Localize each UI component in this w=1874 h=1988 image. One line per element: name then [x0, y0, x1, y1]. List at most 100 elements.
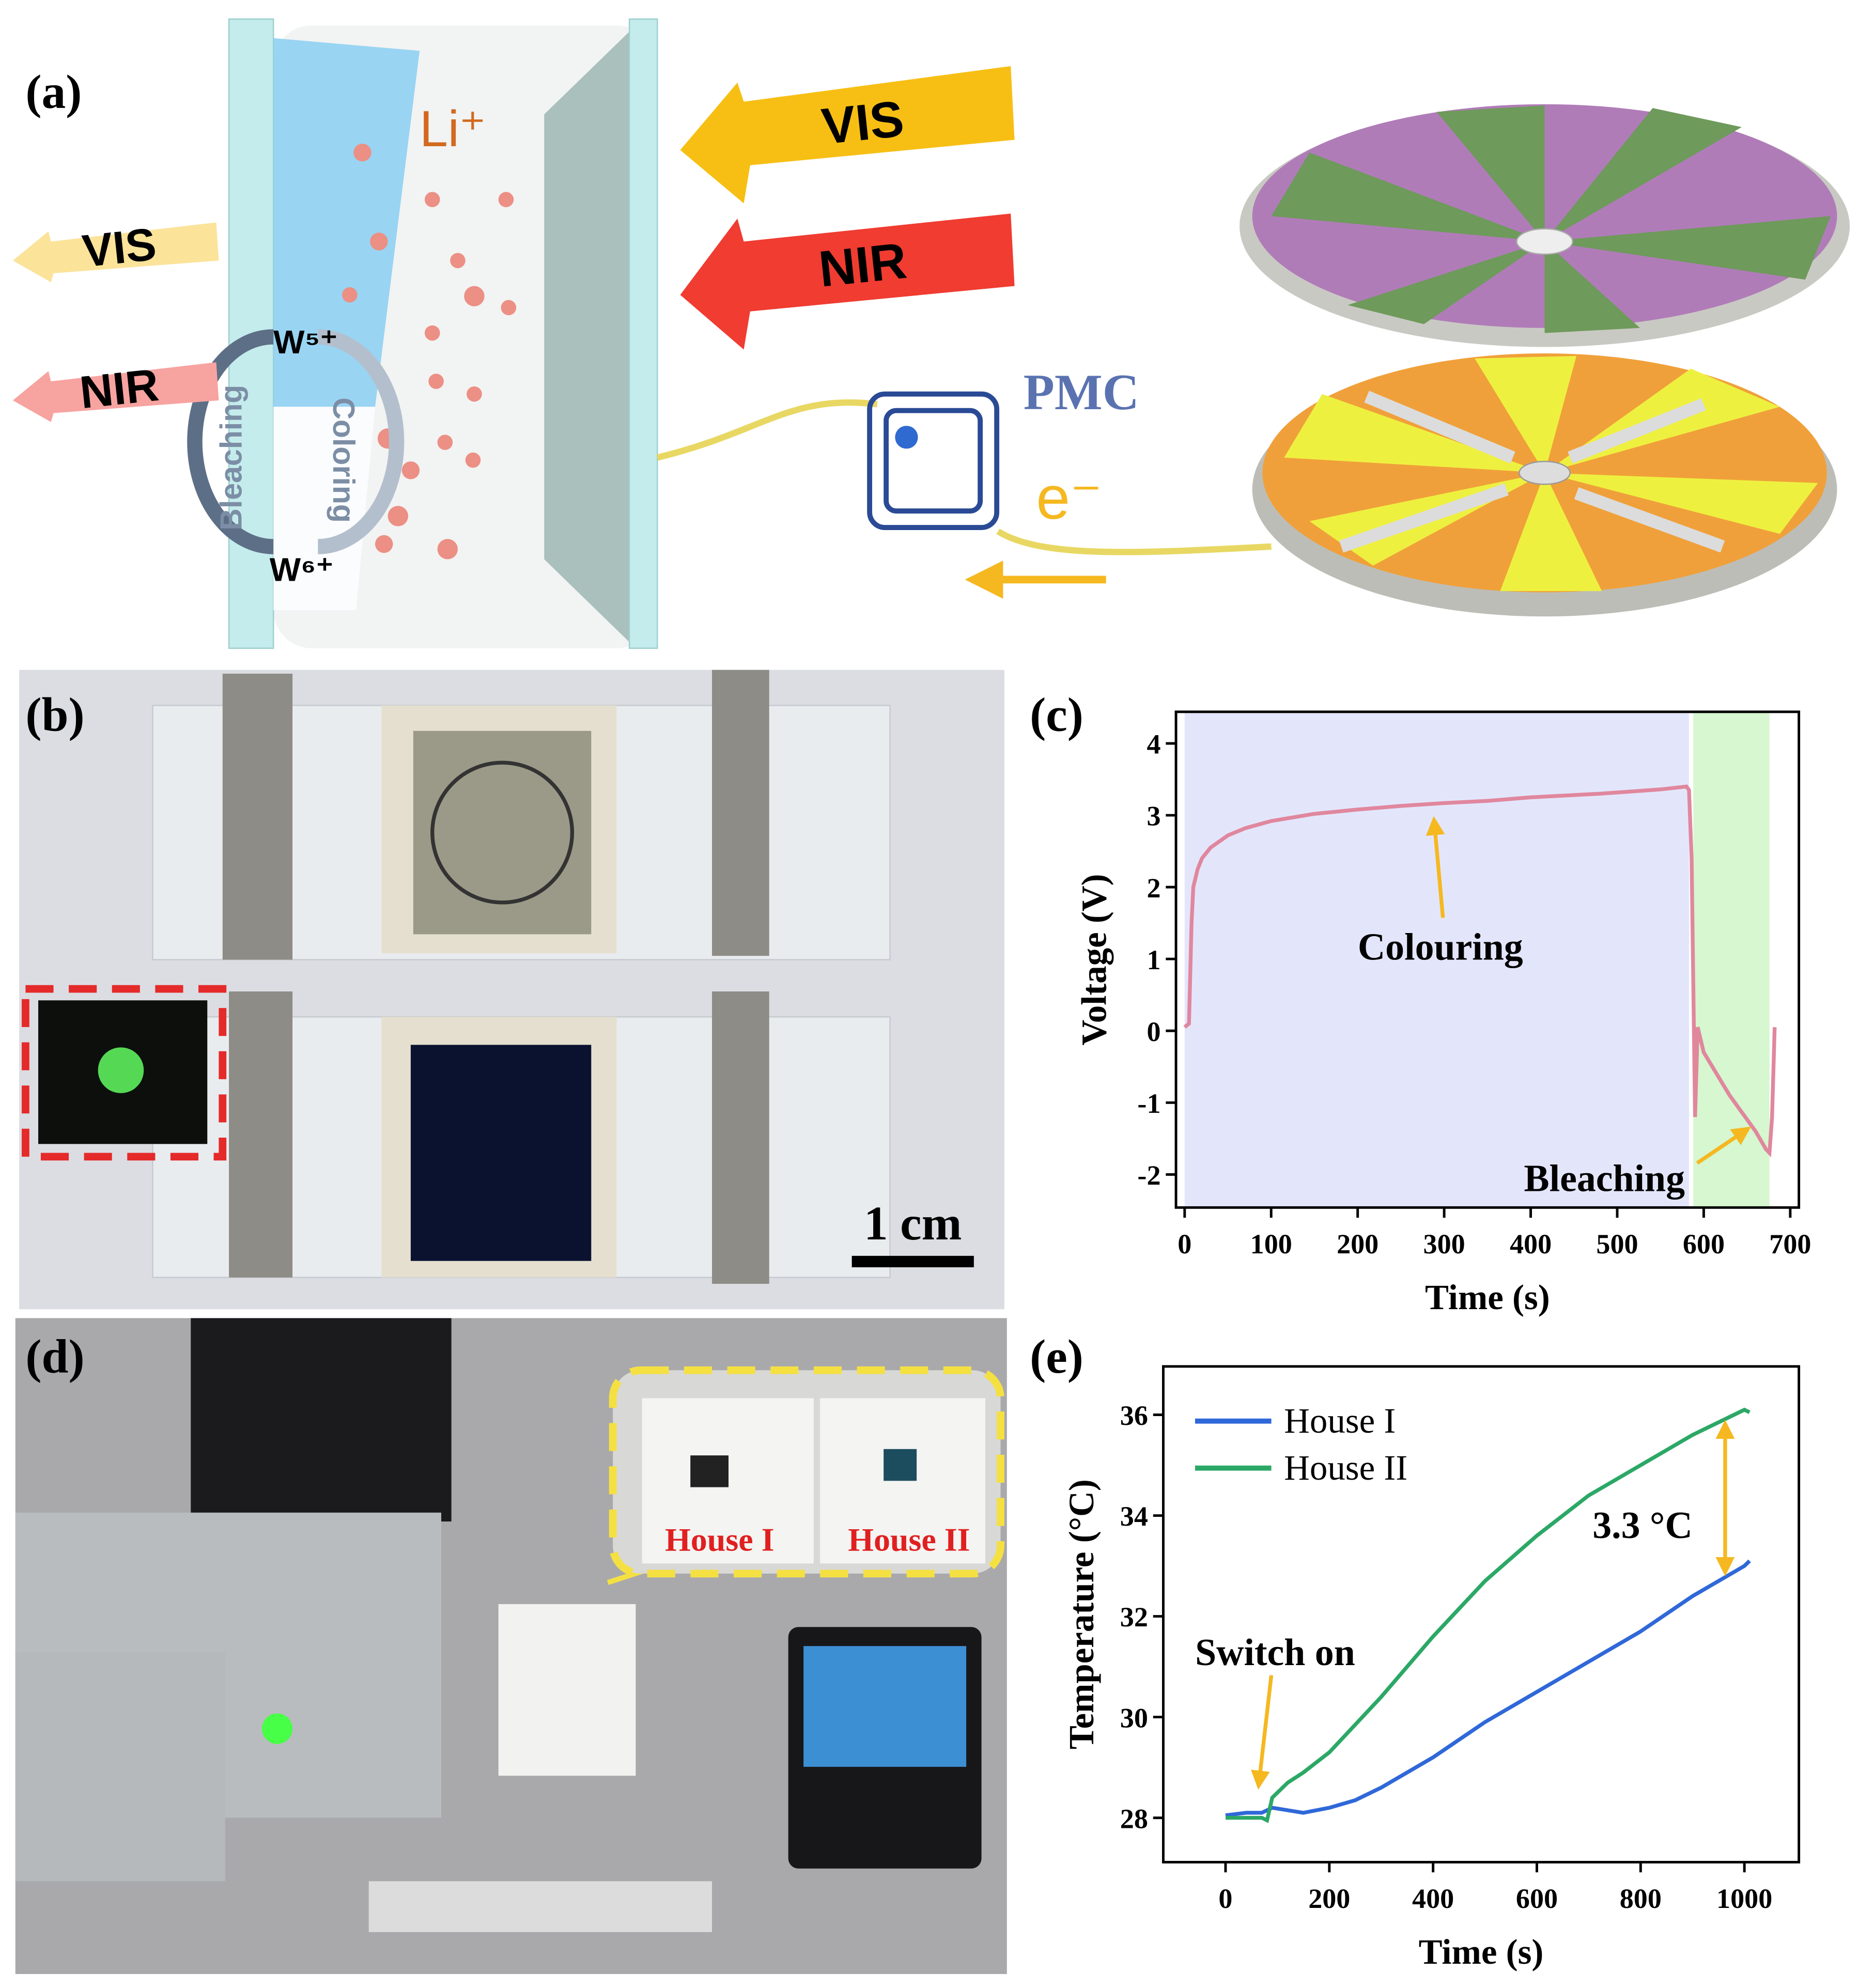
w5-label: W⁵⁺ [273, 323, 337, 361]
brushes [1339, 391, 1725, 553]
stator-sectors [1271, 105, 1831, 333]
annotation: Switch on [1195, 1631, 1355, 1673]
y-tick-label: -1 [1137, 1088, 1160, 1119]
scale-bar-label: 1 cm [864, 1197, 962, 1250]
y-axis-title: Temperature (°C) [1062, 1479, 1101, 1749]
house2-label: House II [848, 1521, 970, 1558]
y-tick-label: -2 [1137, 1160, 1160, 1191]
rotor-hub [1519, 460, 1571, 485]
power-led [262, 1713, 293, 1744]
scale-bar [851, 1255, 974, 1267]
data-line [1183, 784, 1777, 1158]
logo [430, 760, 575, 905]
y-tick-label: 3 [1147, 801, 1160, 832]
y-tick-label: 32 [1120, 1602, 1148, 1633]
pmc-label: PMC [1024, 364, 1139, 421]
ions [342, 144, 517, 560]
tape [229, 991, 293, 1278]
y-tick-label: 0 [1147, 1016, 1160, 1047]
panel-label: (d) [25, 1330, 84, 1384]
plot-frame [1161, 1365, 1801, 1863]
wo3-colored [273, 38, 420, 407]
panel-label: (e) [1030, 1330, 1083, 1384]
x-tick-label: 600 [1683, 1229, 1725, 1260]
x-tick-label: 800 [1620, 1883, 1662, 1914]
x-tick-label: 100 [1250, 1229, 1292, 1260]
panel-label: (a) [25, 66, 82, 119]
panel-a: Li⁺ W⁵⁺ W⁶⁺ Bleaching Coloring VIS NIR V… [12, 18, 1850, 649]
x-axis-title: Time (s) [1425, 1278, 1550, 1317]
window-colored [410, 1045, 592, 1261]
electron-label: e⁻ [1036, 464, 1102, 532]
x-axis-title: Time (s) [1419, 1932, 1544, 1971]
y-axis-title: Voltage (V) [1075, 874, 1114, 1045]
legend-label: House II [1284, 1448, 1407, 1487]
x-tick-label: 400 [1412, 1883, 1454, 1914]
cycle-arrow [187, 329, 274, 554]
vis-in-label: VIS [819, 90, 906, 155]
y-tick-label: 30 [1120, 1702, 1148, 1733]
nir-out-arrow [12, 362, 219, 422]
coloring-label: Coloring [327, 397, 361, 523]
wire [656, 399, 878, 461]
x-tick-label: 200 [1337, 1229, 1379, 1260]
x-tick-label: 600 [1516, 1883, 1558, 1914]
bleaching-label: Bleaching [214, 385, 249, 531]
window [690, 1455, 729, 1487]
y-tick-label: 36 [1120, 1400, 1148, 1431]
x-tick-label: 200 [1308, 1883, 1350, 1914]
model-house [498, 1604, 636, 1776]
house1-label: House I [665, 1521, 774, 1558]
data-line [1225, 1407, 1751, 1823]
panel-b: 1 cm [19, 670, 1004, 1310]
w6-label: W⁶⁺ [270, 551, 334, 588]
lamp [191, 1318, 452, 1522]
legend-label: House I [1284, 1401, 1396, 1440]
ion-label: Li⁺ [420, 100, 486, 157]
x-tick-label: 0 [1178, 1229, 1191, 1260]
x-tick-label: 500 [1596, 1229, 1638, 1260]
annotation-arrow [1696, 1126, 1752, 1165]
wo3-bleached [273, 407, 376, 610]
x-tick-label: 1000 [1716, 1883, 1772, 1914]
y-tick-label: 2 [1147, 873, 1160, 904]
tape [712, 991, 769, 1284]
vis-arrow [680, 66, 1015, 204]
window [884, 1449, 917, 1481]
led [98, 1047, 144, 1093]
y-tick-label: 4 [1147, 729, 1160, 760]
stage [15, 1652, 225, 1882]
x-tick-label: 700 [1769, 1229, 1811, 1260]
annotation: Colouring [1358, 926, 1523, 968]
annotation-arrow [1426, 816, 1445, 918]
x-tick-label: 400 [1510, 1229, 1552, 1260]
pmc-box [884, 408, 983, 514]
breadboard [368, 1881, 713, 1932]
shaded-region [1693, 711, 1770, 1208]
thermometer-screen [803, 1646, 967, 1767]
nir-in-label: NIR [816, 232, 909, 298]
y-tick-label: 28 [1120, 1803, 1148, 1834]
vis-out-arrow [12, 222, 219, 283]
data-line [1225, 1559, 1751, 1818]
window-bleached [413, 731, 592, 935]
nir-arrow [680, 213, 1015, 350]
x-tick-label: 300 [1423, 1229, 1465, 1260]
panel-label: (c) [1030, 689, 1083, 742]
annotation: Bleaching [1524, 1157, 1685, 1199]
tape [712, 670, 769, 956]
led-inset [22, 985, 227, 1161]
wire [996, 529, 1272, 555]
panel-d: House I House II [15, 1318, 1007, 1974]
vis-out-label: VIS [80, 218, 159, 276]
annotation-arrow [1251, 1675, 1274, 1790]
glass-right [628, 18, 658, 649]
tape [222, 673, 293, 960]
x-tick-label: 0 [1218, 1883, 1232, 1914]
nir-out-label: NIR [78, 359, 161, 418]
y-tick-label: 1 [1147, 944, 1160, 975]
pmc-dot [895, 426, 918, 449]
cycle-arrow [318, 329, 405, 554]
